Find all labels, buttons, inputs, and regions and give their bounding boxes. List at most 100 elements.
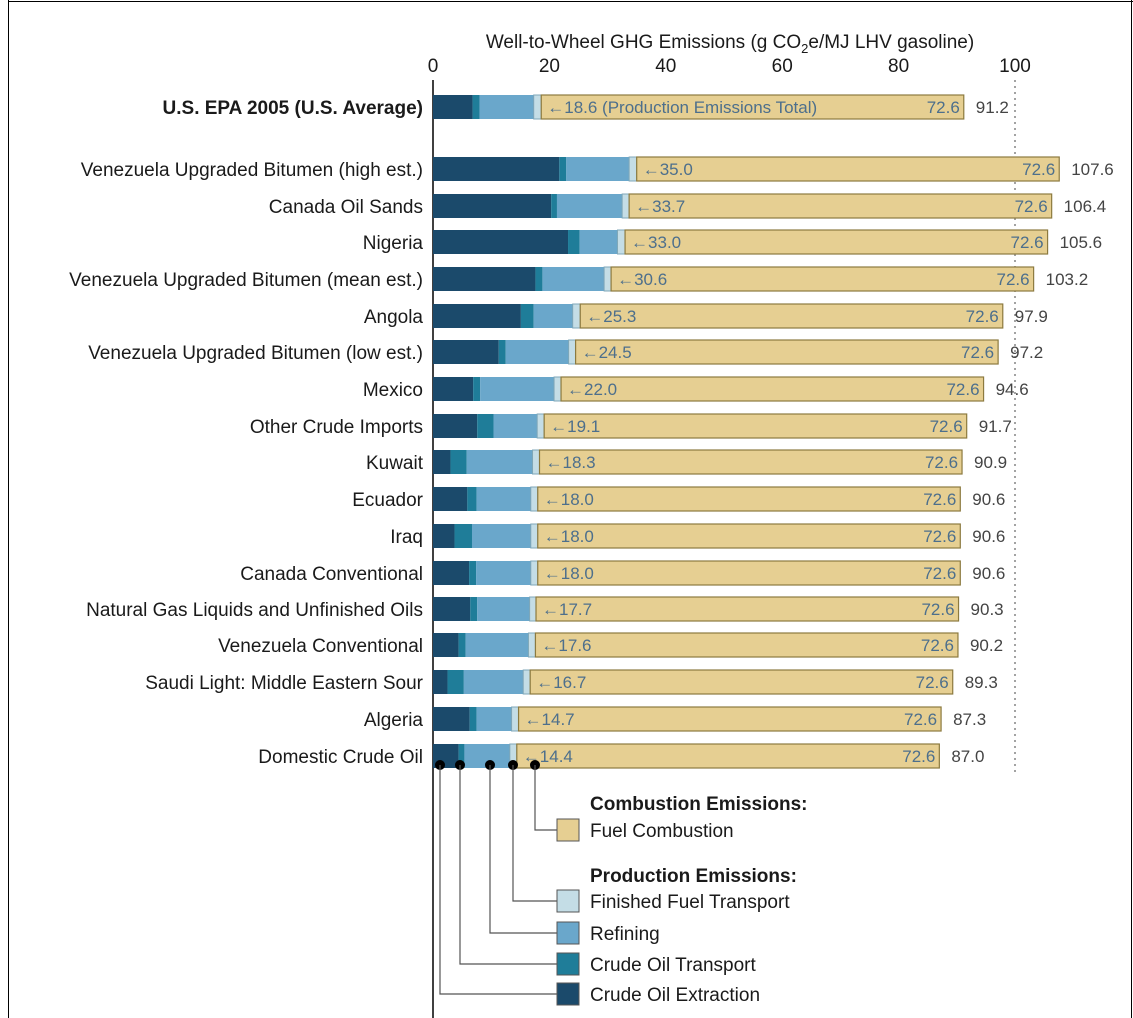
bar-segment-crude-oil-transport	[568, 230, 580, 254]
legend-leader-line	[512, 765, 557, 902]
category-label: U.S. EPA 2005 (U.S. Average)	[163, 98, 423, 119]
x-tick-label: 20	[539, 56, 560, 77]
bar-segment-fuel-combustion	[624, 229, 1049, 255]
bar-segment-crude-oil-extraction	[433, 230, 569, 254]
bar-segment-crude-oil-transport	[450, 450, 467, 474]
total-value-label: 106.4	[1064, 197, 1107, 216]
legend-production-heading: Production Emissions:	[590, 866, 797, 887]
bar-segment-finished-fuel-transport	[530, 486, 539, 512]
bar-segment-fuel-combustion	[538, 449, 963, 475]
x-tick-label: 100	[999, 56, 1031, 77]
bar-segment-crude-oil-transport	[469, 561, 477, 585]
combustion-value-label: 72.6	[930, 417, 963, 436]
bar-segment-finished-fuel-transport	[529, 596, 537, 622]
category-label: Venezuela Upgraded Bitumen (mean est.)	[69, 270, 423, 291]
bar-segment-crude-oil-extraction	[433, 670, 448, 694]
x-tick-label: 40	[655, 56, 676, 77]
bar-segment-finished-fuel-transport	[616, 229, 626, 255]
category-label: Domestic Crude Oil	[258, 747, 423, 768]
x-axis-ticks: 0 20 40 60 80 100	[428, 56, 1031, 77]
legend-swatch	[556, 889, 580, 913]
bar-segment-crude-oil-extraction	[433, 450, 451, 474]
bar-segment-crude-oil-transport	[559, 157, 567, 181]
legend-leader-line	[439, 765, 557, 995]
total-value-label: 87.3	[953, 710, 986, 729]
chart-title: Well-to-Wheel GHG Emissions (g CO2e/MJ L…	[486, 32, 974, 56]
combustion-value-label: 72.6	[961, 343, 994, 362]
bar-segment-fuel-combustion	[537, 560, 961, 586]
combustion-value-label: 72.6	[925, 453, 958, 472]
bar-segment-finished-fuel-transport	[522, 669, 531, 695]
combustion-value-label: 72.6	[1022, 160, 1055, 179]
production-total-label: ←19.1	[550, 417, 600, 436]
total-value-label: 94.6	[996, 380, 1029, 399]
bar-segment-crude-oil-transport	[473, 377, 481, 401]
combustion-value-label: 72.6	[921, 600, 954, 619]
bar-segment-crude-oil-transport	[458, 744, 465, 768]
bar-segment-finished-fuel-transport	[572, 303, 581, 329]
combustion-value-label: 72.6	[966, 307, 999, 326]
bar-segment-refining	[493, 414, 538, 438]
bar-segment-finished-fuel-transport	[527, 632, 536, 658]
production-total-label: ←14.4	[523, 747, 573, 766]
bar-segment-fuel-combustion	[543, 413, 968, 439]
category-label: Kuwait	[366, 453, 424, 474]
production-total-label: ←18.3	[546, 453, 596, 472]
total-value-label: 91.7	[979, 417, 1012, 436]
bars: ←18.6 (Production Emissions Total) 72.6 91…	[433, 94, 1114, 769]
bar-segment-refining	[479, 95, 534, 119]
bar-segment-refining	[463, 670, 524, 694]
total-value-label: 105.6	[1060, 233, 1103, 252]
bar-segment-crude-oil-extraction	[433, 267, 536, 291]
bar-segment-refining	[476, 561, 531, 585]
combustion-value-label: 72.6	[1010, 233, 1043, 252]
legend-leader-line	[459, 765, 557, 965]
total-value-label: 90.3	[971, 600, 1004, 619]
bar-segment-finished-fuel-transport	[603, 266, 612, 292]
legend: Fuel Combustion Finished Fuel Transport Re…	[435, 760, 807, 1006]
total-value-label: 87.0	[951, 747, 984, 766]
total-value-label: 90.6	[972, 527, 1005, 546]
bar-segment-refining	[466, 450, 533, 474]
combustion-value-label: 72.6	[946, 380, 979, 399]
combustion-value-label: 72.6	[927, 98, 960, 117]
category-label: Saudi Light: Middle Eastern Sour	[145, 673, 423, 694]
production-total-label: ←33.0	[631, 233, 681, 252]
legend-item-label: Crude Oil Transport	[590, 955, 757, 976]
category-label: Natural Gas Liquids and Unfinished Oils	[86, 600, 423, 621]
bar-segment-fuel-combustion	[529, 669, 954, 695]
bar-segment-refining	[465, 633, 529, 657]
category-label: Iraq	[390, 527, 423, 548]
bar-segment-finished-fuel-transport	[553, 376, 562, 402]
bar-segment-fuel-combustion	[628, 193, 1053, 219]
bar-segment-crude-oil-extraction	[433, 340, 499, 364]
combustion-value-label: 72.6	[997, 270, 1030, 289]
production-total-label: ←18.0	[544, 490, 594, 509]
legend-combustion-heading: Combustion Emissions:	[590, 794, 807, 815]
bar-segment-refining	[505, 340, 569, 364]
total-value-label: 103.2	[1046, 270, 1089, 289]
combustion-value-label: 72.6	[916, 673, 949, 692]
title-part-2: e/MJ LHV gasoline)	[808, 32, 974, 53]
combustion-value-label: 72.6	[902, 747, 935, 766]
production-total-label: ←17.6	[541, 636, 591, 655]
legend-swatch	[556, 952, 580, 976]
category-label: Algeria	[364, 710, 424, 731]
bar-segment-fuel-combustion	[610, 266, 1035, 292]
total-value-label: 89.3	[965, 673, 998, 692]
bar-segment-crude-oil-transport	[470, 597, 478, 621]
bar-segment-crude-oil-extraction	[433, 157, 560, 181]
bar-segment-fuel-combustion	[579, 303, 1004, 329]
bar-segment-fuel-combustion	[534, 632, 959, 658]
legend-item-label: Finished Fuel Transport	[590, 892, 790, 913]
production-total-label: ←14.7	[525, 710, 575, 729]
bar-segment-crude-oil-transport	[551, 194, 557, 218]
production-total-label: ←22.0	[567, 380, 617, 399]
bar-segment-crude-oil-transport	[447, 670, 464, 694]
bar-segment-fuel-combustion	[516, 743, 940, 769]
bar-segment-fuel-combustion	[636, 156, 1060, 182]
combustion-value-label: 72.6	[921, 636, 954, 655]
production-total-label: ←16.7	[536, 673, 586, 692]
x-tick-label: 0	[428, 56, 439, 77]
